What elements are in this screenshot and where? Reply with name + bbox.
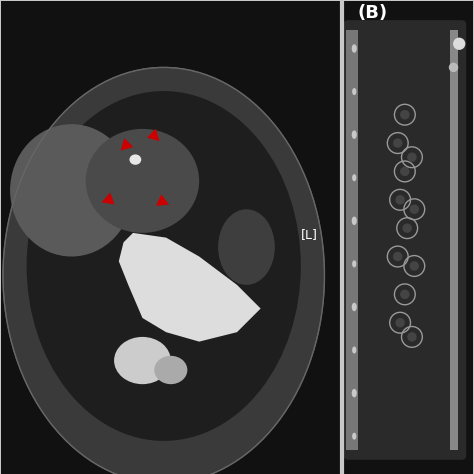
Ellipse shape	[352, 174, 356, 181]
FancyBboxPatch shape	[343, 20, 466, 460]
FancyBboxPatch shape	[450, 29, 458, 450]
Ellipse shape	[3, 67, 325, 474]
Polygon shape	[119, 233, 261, 342]
Polygon shape	[121, 139, 133, 150]
Circle shape	[449, 63, 458, 72]
Ellipse shape	[352, 44, 357, 53]
Circle shape	[400, 290, 410, 299]
Ellipse shape	[352, 433, 356, 440]
FancyBboxPatch shape	[343, 1, 474, 474]
Circle shape	[407, 332, 417, 342]
Ellipse shape	[352, 130, 357, 139]
Ellipse shape	[129, 155, 141, 165]
Ellipse shape	[154, 356, 187, 384]
Circle shape	[395, 318, 405, 328]
Circle shape	[410, 204, 419, 214]
Ellipse shape	[352, 303, 357, 311]
Circle shape	[400, 110, 410, 119]
FancyBboxPatch shape	[346, 29, 357, 450]
Circle shape	[410, 261, 419, 271]
Polygon shape	[156, 195, 168, 205]
Circle shape	[393, 138, 402, 148]
Ellipse shape	[218, 209, 275, 285]
Circle shape	[407, 153, 417, 162]
Ellipse shape	[86, 129, 199, 233]
Ellipse shape	[352, 389, 357, 397]
Circle shape	[400, 167, 410, 176]
Ellipse shape	[352, 217, 357, 225]
Ellipse shape	[352, 346, 356, 354]
Circle shape	[402, 223, 412, 233]
Polygon shape	[147, 129, 159, 141]
Ellipse shape	[114, 337, 171, 384]
Circle shape	[395, 195, 405, 204]
Polygon shape	[102, 193, 114, 204]
Ellipse shape	[27, 91, 301, 441]
Ellipse shape	[352, 88, 356, 95]
Ellipse shape	[352, 260, 356, 267]
Circle shape	[453, 37, 465, 50]
Circle shape	[393, 252, 402, 261]
Ellipse shape	[10, 124, 133, 256]
Text: (B): (B)	[357, 4, 388, 22]
Text: [L]: [L]	[301, 228, 318, 241]
FancyBboxPatch shape	[0, 1, 341, 474]
